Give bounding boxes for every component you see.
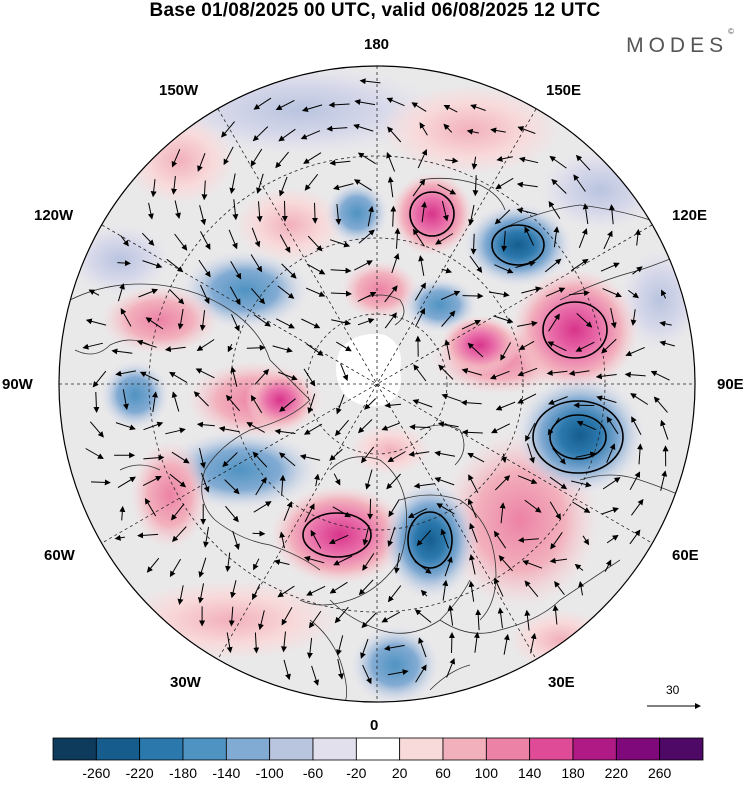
- anomaly-patch: [350, 425, 430, 475]
- colorbar-tick-label: -180: [169, 765, 197, 781]
- colorbar-tick-label: -260: [82, 765, 110, 781]
- wind-vector: [463, 296, 483, 297]
- colorbar-swatch: [530, 738, 573, 760]
- colorbar-tick-label: -20: [346, 765, 366, 781]
- lon-label-90e: 90E: [717, 377, 744, 393]
- lon-label-180: 180: [364, 37, 389, 53]
- high-chukchi: [390, 172, 474, 256]
- lon-label-30e: 30E: [548, 675, 575, 691]
- lon-label-150w: 150W: [159, 83, 198, 99]
- colorbar-swatch: [573, 738, 616, 760]
- low-scandinavia: [382, 480, 478, 600]
- colorbar-tick-label: 20: [392, 765, 408, 781]
- colorbar-tick-label: 220: [605, 765, 628, 781]
- colorbar-tick-label: 260: [648, 765, 671, 781]
- vector-scale-label: 30: [666, 683, 679, 697]
- colorbar-swatch: [660, 738, 703, 760]
- colorbar-swatch: [443, 738, 486, 760]
- lon-label-150e: 150E: [546, 83, 581, 99]
- polar-cap: [336, 334, 401, 406]
- colorbar-tick-label: -220: [126, 765, 154, 781]
- colorbar-swatch: [313, 738, 356, 760]
- low-central-siberia: [515, 375, 645, 495]
- lon-label-120w: 120W: [34, 208, 73, 224]
- anomaly-patch: [125, 115, 235, 205]
- lon-label-60w: 60W: [44, 548, 75, 564]
- colorbar-tick-label: -60: [303, 765, 323, 781]
- colorbar-swatch: [183, 738, 226, 760]
- wind-vector: [285, 201, 286, 221]
- colorbar-tick-label: 140: [518, 765, 541, 781]
- lon-label-60e: 60E: [672, 548, 699, 564]
- wind-vector: [247, 348, 265, 349]
- wind-vector: [315, 203, 316, 223]
- colorbar-swatch: [400, 738, 443, 760]
- lon-label-90w: 90W: [2, 377, 33, 393]
- high-canada: [245, 370, 315, 430]
- lon-label-120e: 120E: [672, 208, 707, 224]
- wind-vector: [370, 499, 371, 519]
- colorbar: [53, 738, 703, 760]
- wind-vector: [452, 633, 453, 653]
- colorbar-tick-label: 60: [435, 765, 451, 781]
- colorbar-tick-label: -100: [256, 765, 284, 781]
- colorbar-tick-label: 100: [475, 765, 498, 781]
- lon-label-0: 0: [370, 718, 378, 734]
- low-east-siberia-sea: [325, 181, 389, 245]
- colorbar-tick-label: 180: [561, 765, 584, 781]
- low-europe: [350, 625, 440, 705]
- wind-vector: [253, 533, 265, 534]
- anomaly-patch: [100, 360, 170, 430]
- wind-vector: [91, 482, 110, 483]
- colorbar-swatch: [226, 738, 269, 760]
- colorbar-tick-label: -140: [212, 765, 240, 781]
- anomaly-patch: [130, 440, 210, 550]
- colorbar-swatch: [270, 738, 313, 760]
- colorbar-swatch: [53, 738, 96, 760]
- lon-label-30w: 30W: [170, 675, 201, 691]
- colorbar-swatch: [96, 738, 139, 760]
- colorbar-swatch: [140, 738, 183, 760]
- colorbar-swatch: [356, 738, 399, 760]
- colorbar-swatch: [486, 738, 529, 760]
- colorbar-swatch: [616, 738, 659, 760]
